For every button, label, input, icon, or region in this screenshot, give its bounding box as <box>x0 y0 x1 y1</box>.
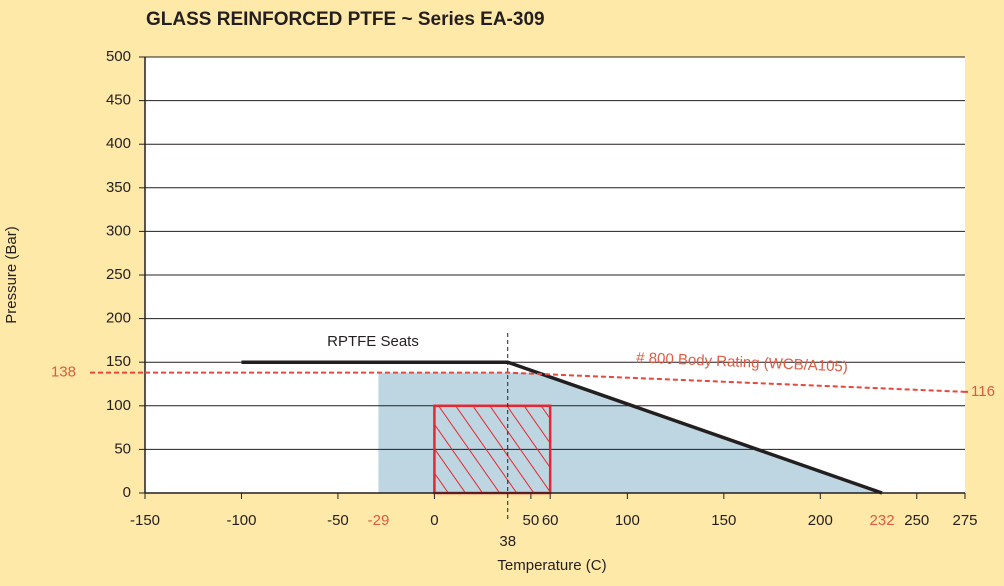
y-tick-label: 250 <box>106 266 131 283</box>
y-tick-label: 100 <box>106 397 131 414</box>
y-tick-label: 300 <box>106 222 131 239</box>
y-tick-label: 500 <box>106 48 131 65</box>
x-tick-label: -50 <box>327 512 349 529</box>
x-tick-label: 200 <box>808 512 833 529</box>
y-tick-label: 50 <box>114 440 131 457</box>
x-tick-label: 60 <box>542 512 559 529</box>
y-tick-label: 450 <box>106 92 131 109</box>
series-annotation: RPTFE Seats <box>327 333 419 350</box>
y-tick-label: 350 <box>106 179 131 196</box>
x-tick-label: 275 <box>952 512 977 529</box>
y-tick-label: 150 <box>106 353 131 370</box>
hatch-region <box>433 404 552 495</box>
chart-title: GLASS REINFORCED PTFE ~ Series EA-309 <box>146 9 545 30</box>
side-label: 138 <box>51 364 76 381</box>
x-tick-label: 100 <box>615 512 640 529</box>
reference-label: 38 <box>499 533 516 550</box>
y-axis-label: Pressure (Bar) <box>3 226 20 324</box>
x-axis-label: Temperature (C) <box>497 557 606 574</box>
y-tick-label: 200 <box>106 310 131 327</box>
series-line <box>241 360 883 495</box>
x-tick-label: 250 <box>904 512 929 529</box>
x-tick-label: 50 <box>523 512 540 529</box>
series-line <box>145 371 966 393</box>
red-x-label: 232 <box>870 512 895 529</box>
x-tick-label: 150 <box>711 512 736 529</box>
y-tick-label: 0 <box>123 484 131 501</box>
red-x-label: -29 <box>368 512 390 529</box>
side-label: 116 <box>971 383 995 400</box>
x-tick-label: -150 <box>130 512 160 529</box>
x-tick-label: 0 <box>430 512 438 529</box>
x-tick-label: -100 <box>226 512 256 529</box>
y-tick-label: 400 <box>106 135 131 152</box>
